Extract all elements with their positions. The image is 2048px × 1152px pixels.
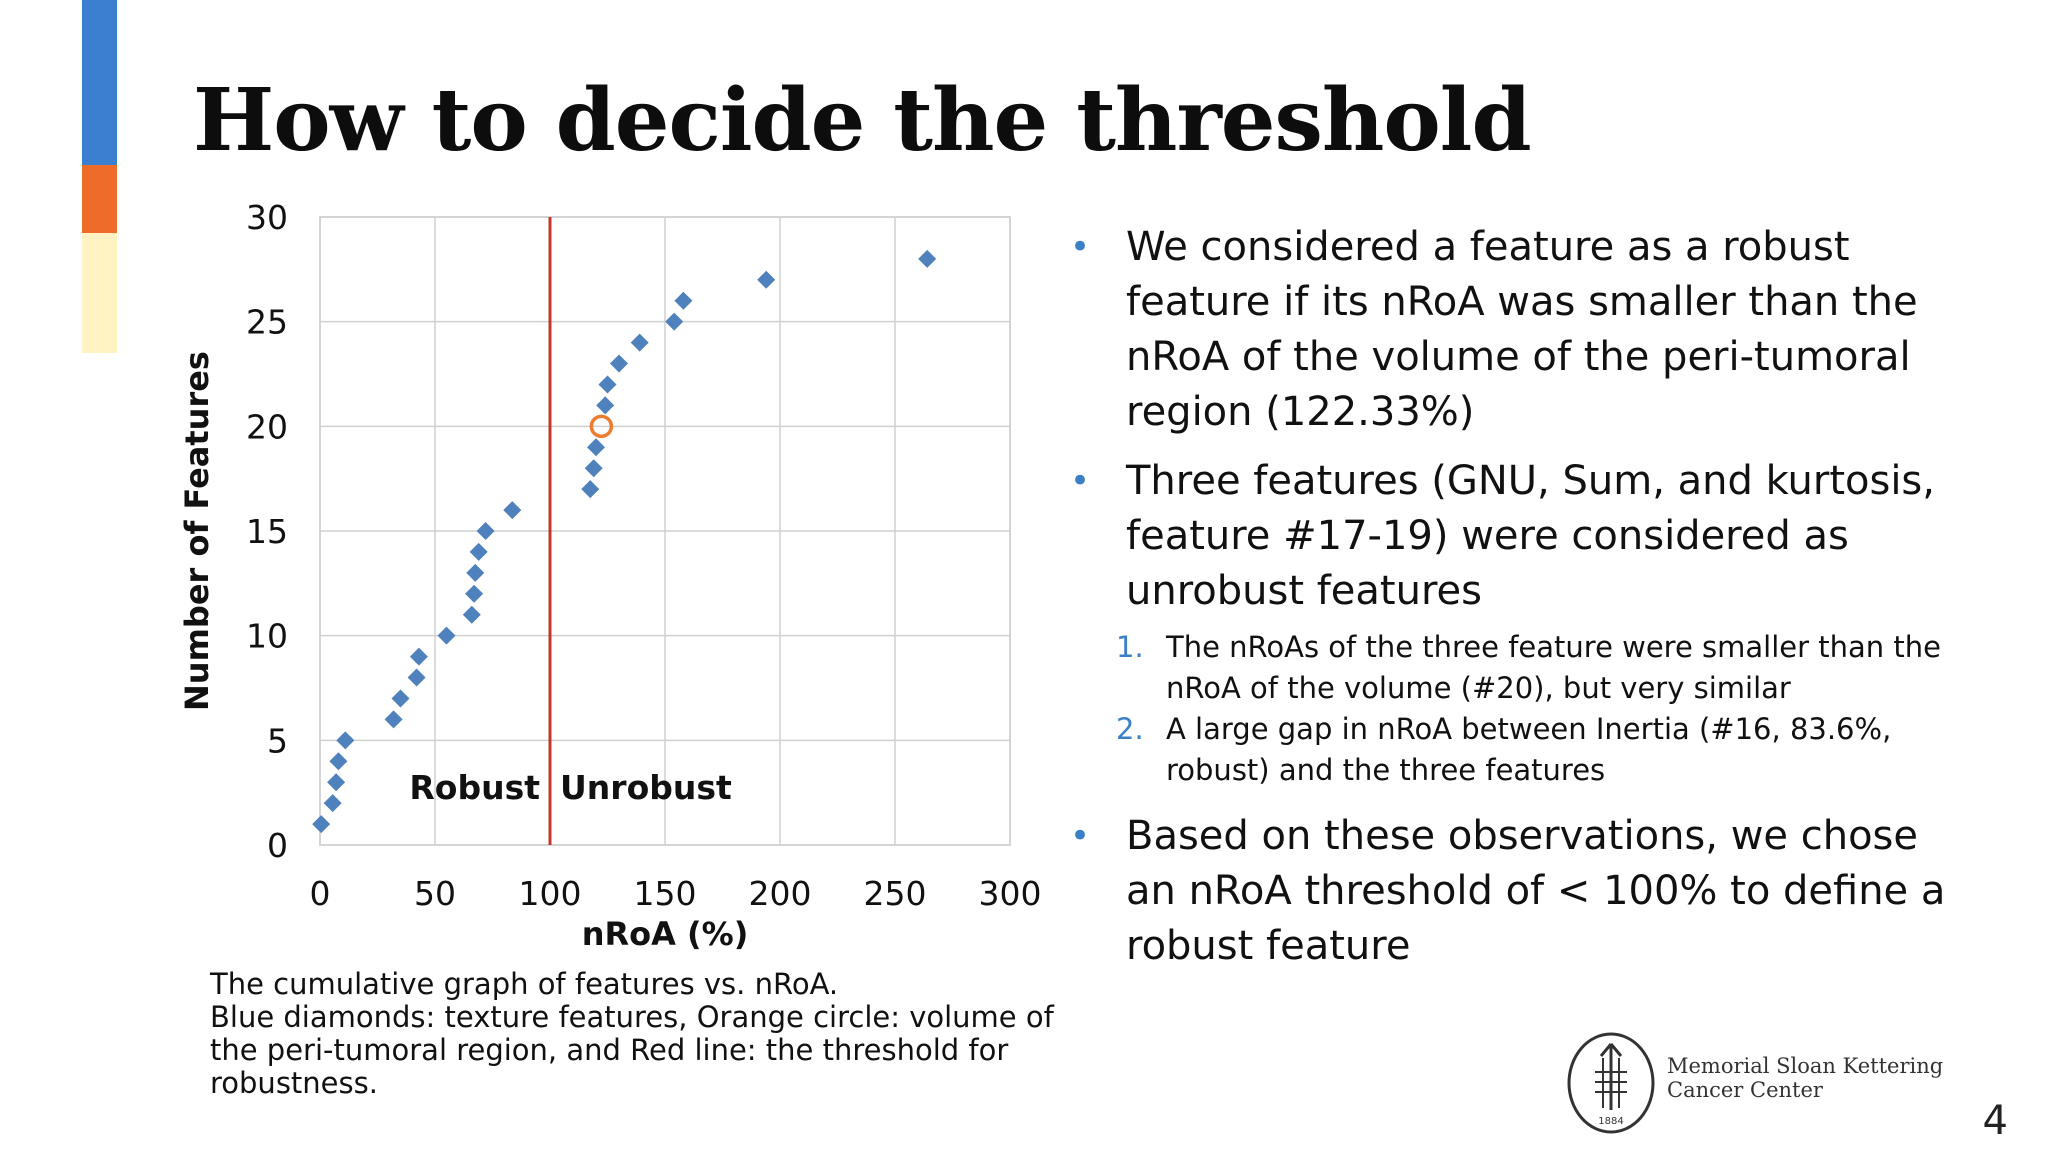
data-point-diamond — [407, 668, 426, 687]
data-point-diamond — [462, 605, 481, 624]
slide-title: How to decide the threshold — [193, 70, 1532, 171]
y-tick-label: 25 — [246, 303, 288, 342]
annotation-robust: Robust — [409, 768, 540, 807]
data-point-diamond — [327, 773, 346, 792]
data-point-diamond — [466, 563, 485, 582]
caption-line: Blue diamonds: texture features, Orange … — [210, 1000, 1054, 1034]
logo-text: Memorial Sloan Kettering Cancer Center — [1667, 1054, 1943, 1102]
data-point-diamond — [312, 815, 331, 834]
x-axis-label: nRoA (%) — [582, 915, 749, 953]
data-point-diamond — [503, 501, 522, 520]
data-point-diamond — [918, 249, 937, 268]
accent-bar-cream — [82, 233, 117, 353]
sub-item: 2. A large gap in nRoA between Inertia (… — [1070, 709, 1970, 791]
x-tick-label: 200 — [749, 874, 812, 913]
data-point-diamond — [587, 438, 605, 457]
x-tick-label: 150 — [634, 874, 697, 913]
accent-bar-orange — [82, 165, 117, 233]
data-point-diamond — [323, 794, 342, 813]
caption-line: the peri-tumoral region, and Red line: t… — [210, 1033, 1009, 1067]
x-tick-label: 250 — [864, 874, 927, 913]
annotation-unrobust: Unrobust — [560, 768, 732, 807]
x-tick-label: 100 — [519, 874, 582, 913]
bullet-item: • We considered a feature as a robust fe… — [1070, 220, 1970, 440]
data-point-diamond — [584, 459, 603, 478]
y-tick-label: 30 — [246, 198, 288, 237]
bullet-dot-icon: • — [1070, 461, 1091, 501]
chart-caption: The cumulative graph of features vs. nRo… — [210, 968, 1060, 1100]
caption-line: robustness. — [210, 1066, 378, 1100]
data-point-diamond — [469, 542, 488, 561]
bullet-item: • Three features (GNU, Sum, and kurtosis… — [1070, 454, 1970, 619]
bullet-list: • We considered a feature as a robust fe… — [1070, 220, 1970, 988]
data-point-diamond — [630, 333, 649, 352]
bullet-dot-icon: • — [1070, 227, 1091, 267]
data-point-diamond — [437, 626, 456, 645]
data-point-diamond — [465, 584, 484, 603]
logo-line: Memorial Sloan Kettering — [1667, 1054, 1944, 1078]
bullet-text: Based on these observations, we chose an… — [1126, 813, 1946, 969]
data-point-diamond — [384, 710, 403, 729]
logo-line: Cancer Center — [1667, 1078, 1823, 1102]
sub-item: 1. The nRoAs of the three feature were s… — [1070, 627, 1970, 709]
y-tick-label: 10 — [246, 617, 288, 656]
y-axis-label: Number of Features — [180, 351, 216, 711]
x-tick-label: 300 — [979, 874, 1042, 913]
msk-seal-icon: 1884 — [1567, 1032, 1655, 1134]
data-point-diamond — [409, 647, 428, 666]
data-point-circle — [589, 414, 614, 439]
sub-list: 1. The nRoAs of the three feature were s… — [1070, 627, 1970, 791]
y-tick-label: 0 — [267, 826, 288, 865]
scatter-chart: 0 50 100 150 200 250 300 0 5 10 15 20 25 30 nRoA (%) Nu… — [180, 198, 1042, 953]
sub-item-text: A large gap in nRoA between Inertia (#16… — [1166, 712, 1892, 787]
sub-item-number: 2. — [1116, 712, 1144, 746]
data-point-diamond — [610, 354, 628, 373]
y-tick-label: 15 — [246, 512, 288, 551]
data-point-diamond — [336, 731, 355, 750]
data-point-diamond — [329, 752, 348, 771]
msk-logo: 1884 Memorial Sloan Kettering Cancer Cen… — [1565, 1030, 1943, 1140]
bullet-item: • Based on these observations, we chose … — [1070, 809, 1970, 974]
x-tick-label: 50 — [414, 874, 456, 913]
y-tick-label: 5 — [267, 721, 288, 760]
x-tick-label: 0 — [310, 874, 331, 913]
bullet-text: Three features (GNU, Sum, and kurtosis, … — [1126, 458, 1935, 614]
logo-year: 1884 — [1598, 1116, 1623, 1127]
data-point-diamond — [596, 396, 615, 415]
caption-line: The cumulative graph of features vs. nRo… — [210, 967, 839, 1001]
data-point-diamond — [598, 375, 617, 394]
sub-item-number: 1. — [1116, 630, 1144, 664]
page-number: 4 — [1982, 1098, 2008, 1144]
accent-bar-blue — [82, 0, 117, 165]
data-point-diamond — [757, 270, 776, 289]
sub-item-text: The nRoAs of the three feature were smal… — [1166, 630, 1941, 705]
data-point-diamond — [391, 689, 410, 708]
data-point-diamond — [674, 291, 693, 310]
y-tick-label: 20 — [246, 407, 288, 446]
bullet-dot-icon: • — [1070, 816, 1091, 856]
bullet-text: We considered a feature as a robust feat… — [1126, 224, 1918, 435]
data-point-diamond — [476, 522, 495, 540]
data-point-diamond — [581, 480, 600, 499]
